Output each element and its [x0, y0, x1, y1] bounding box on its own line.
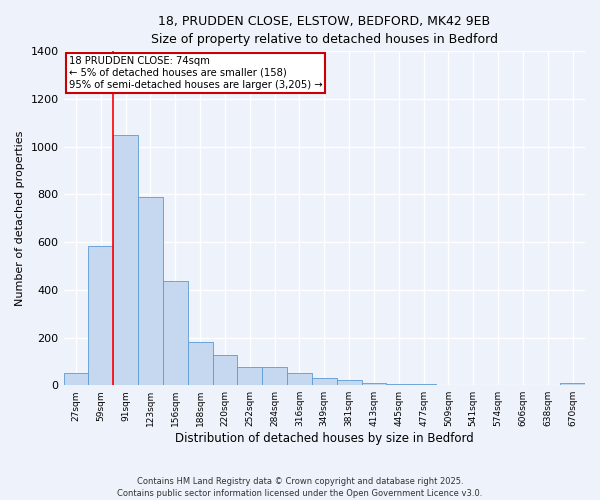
- Bar: [188, 342, 212, 385]
- Bar: [64, 374, 88, 385]
- Bar: [386, 384, 411, 385]
- Bar: [88, 246, 113, 385]
- Bar: [560, 383, 585, 385]
- Bar: [312, 378, 337, 385]
- Bar: [337, 380, 362, 385]
- Title: 18, PRUDDEN CLOSE, ELSTOW, BEDFORD, MK42 9EB
Size of property relative to detach: 18, PRUDDEN CLOSE, ELSTOW, BEDFORD, MK42…: [151, 15, 498, 46]
- Bar: [411, 384, 436, 385]
- X-axis label: Distribution of detached houses by size in Bedford: Distribution of detached houses by size …: [175, 432, 473, 445]
- Text: Contains HM Land Registry data © Crown copyright and database right 2025.
Contai: Contains HM Land Registry data © Crown c…: [118, 476, 482, 498]
- Bar: [113, 135, 138, 385]
- Y-axis label: Number of detached properties: Number of detached properties: [15, 130, 25, 306]
- Bar: [287, 374, 312, 385]
- Text: 18 PRUDDEN CLOSE: 74sqm
← 5% of detached houses are smaller (158)
95% of semi-de: 18 PRUDDEN CLOSE: 74sqm ← 5% of detached…: [69, 56, 322, 90]
- Bar: [362, 383, 386, 385]
- Bar: [138, 197, 163, 385]
- Bar: [163, 282, 188, 385]
- Bar: [238, 368, 262, 385]
- Bar: [212, 356, 238, 385]
- Bar: [262, 368, 287, 385]
